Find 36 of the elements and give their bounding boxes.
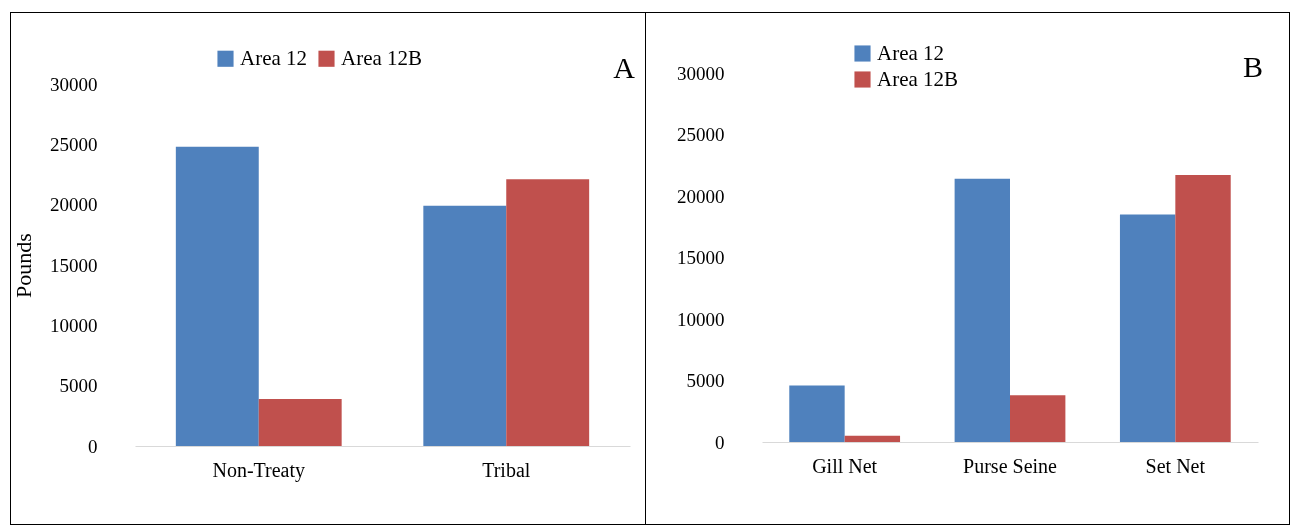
x-tick-label: Tribal bbox=[482, 458, 531, 481]
bar bbox=[423, 205, 507, 446]
y-tick-label: 20000 bbox=[677, 185, 725, 207]
y-tick-label: 25000 bbox=[50, 133, 98, 155]
y-tick-label: 15000 bbox=[677, 247, 725, 268]
y-tick-label: 10000 bbox=[50, 314, 98, 336]
y-tick-label: 25000 bbox=[677, 124, 725, 145]
x-tick-label: Gill Net bbox=[812, 454, 878, 477]
y-tick-label: 5000 bbox=[59, 375, 98, 397]
bar bbox=[954, 178, 1010, 442]
bar bbox=[1119, 214, 1176, 442]
legend-label: Area 12 bbox=[877, 40, 945, 65]
annotation: B bbox=[1242, 50, 1263, 83]
bar bbox=[1010, 395, 1066, 442]
y-axis-title: Pounds bbox=[11, 233, 36, 298]
bar bbox=[789, 385, 845, 442]
bar bbox=[506, 179, 590, 446]
y-tick-label: 0 bbox=[715, 431, 725, 453]
y-tick-label: 30000 bbox=[677, 62, 725, 84]
x-tick-label: Non-Treaty bbox=[212, 458, 306, 482]
x-tick-label: Purse Seine bbox=[963, 454, 1058, 477]
legend-label: Area 12B bbox=[877, 66, 959, 91]
y-tick-label: 5000 bbox=[686, 370, 725, 391]
bar bbox=[258, 398, 342, 446]
y-tick-label: 0 bbox=[88, 435, 98, 457]
y-tick-label: 15000 bbox=[50, 254, 98, 276]
y-tick-label: 20000 bbox=[50, 194, 98, 216]
x-tick-label: Set Net bbox=[1145, 454, 1206, 477]
legend-label: Area 12B bbox=[341, 45, 423, 70]
y-tick-label: 10000 bbox=[677, 308, 725, 330]
bar bbox=[175, 146, 259, 446]
bar bbox=[1175, 175, 1231, 442]
y-tick-label: 30000 bbox=[50, 73, 98, 95]
bar bbox=[844, 435, 901, 442]
legend-label: Area 12 bbox=[240, 45, 308, 70]
annotation: A bbox=[613, 51, 636, 84]
